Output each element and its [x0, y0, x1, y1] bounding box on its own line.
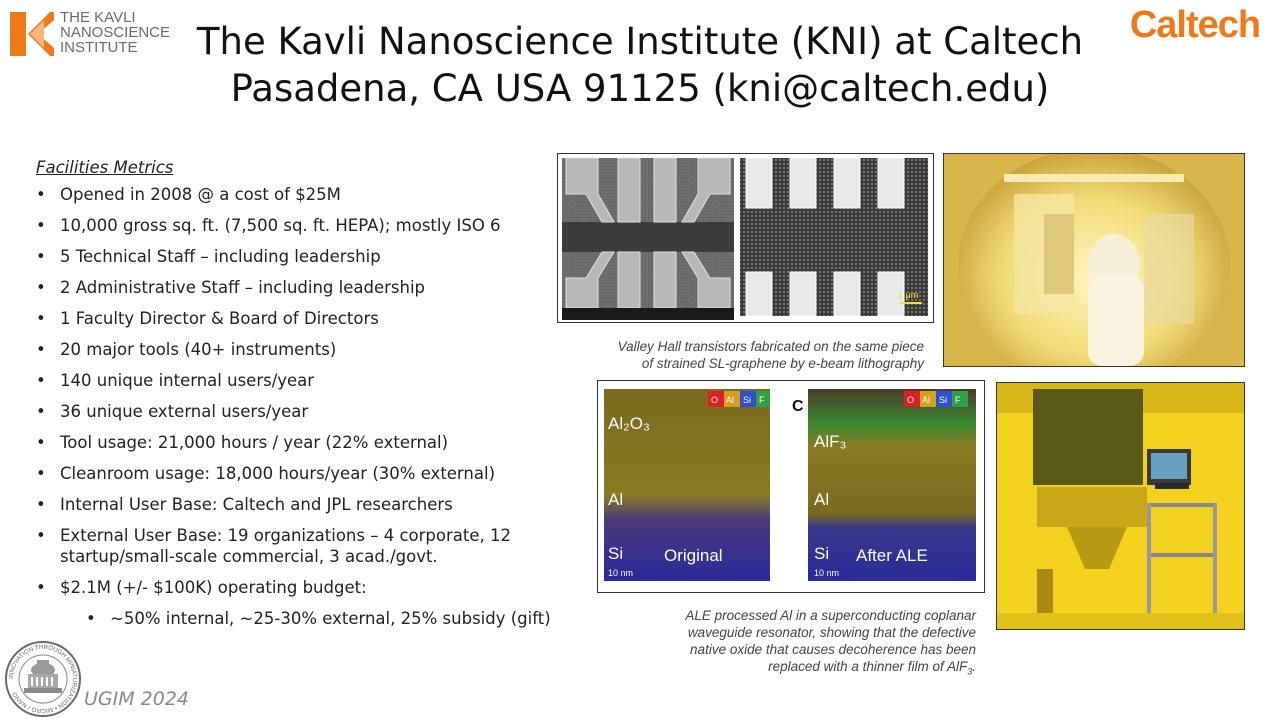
- scale-bar-label: 1 μm: [898, 290, 918, 300]
- list-item: Cleanroom usage: 18,000 hours/year (30% …: [36, 463, 556, 484]
- list-item: 36 unique external users/year: [36, 401, 556, 422]
- label-al-right: Al: [814, 490, 829, 509]
- list-item: $2.1M (+/- $100K) operating budget:: [36, 577, 556, 598]
- scale-left: 10 nm: [608, 568, 633, 578]
- scale-right: 10 nm: [814, 568, 839, 578]
- svg-text:F: F: [955, 395, 961, 405]
- list-item: Opened in 2008 @ a cost of $25M: [36, 184, 556, 205]
- svg-text:O: O: [907, 395, 914, 405]
- cleanroom-image: [944, 148, 1244, 384]
- ugim-seal: INNOVATION THROUGH MINIATURIZATION • MIC…: [4, 640, 82, 718]
- list-item: External User Base: 19 organizations – 4…: [36, 525, 556, 567]
- label-alf3: AlF₃: [814, 432, 846, 451]
- list-item: 1 Faculty Director & Board of Directors: [36, 308, 556, 329]
- caltech-logo: Caltech: [1129, 4, 1261, 46]
- eds-map-figure: C O Al Si F O Al Si F Al₂O₃ Al Si Origin…: [597, 380, 985, 593]
- svg-text:Si: Si: [743, 395, 751, 405]
- metrics-heading: Facilities Metrics: [36, 158, 174, 177]
- facilities-metrics: Facilities Metrics Opened in 2008 @ a co…: [36, 158, 556, 639]
- capitol-seal-icon: INNOVATION THROUGH MINIATURIZATION • MIC…: [5, 641, 81, 717]
- title-line-1: The Kavli Nanoscience Institute (KNI) at…: [196, 20, 1084, 63]
- sem-transistor-figure: 1 μm: [557, 153, 934, 323]
- label-si-right: Si: [814, 544, 829, 563]
- list-item: 140 unique internal users/year: [36, 370, 556, 391]
- kavli-logo: THE KAVLI NANOSCIENCE INSTITUTE: [10, 10, 175, 64]
- list-item: Tool usage: 21,000 hours / year (22% ext…: [36, 432, 556, 453]
- page-title: The Kavli Nanoscience Institute (KNI) at…: [150, 18, 1130, 112]
- list-item: 5 Technical Staff – including leadership: [36, 246, 556, 267]
- ale-tool-photo: [996, 382, 1245, 630]
- sem-caption: Valley Hall transistors fabricated on th…: [617, 339, 924, 371]
- kavli-logo-text: THE KAVLI NANOSCIENCE INSTITUTE: [60, 9, 171, 56]
- title-line-2: Pasadena, CA USA 91125 (kni@caltech.edu): [230, 67, 1050, 110]
- label-al: Al: [608, 490, 623, 509]
- svg-text:O: O: [711, 395, 718, 405]
- list-item: 10,000 gross sq. ft. (7,500 sq. ft. HEPA…: [36, 215, 556, 236]
- eds-maps: C O Al Si F O Al Si F Al₂O₃ Al Si Origin…: [604, 389, 976, 581]
- ugim-footer: UGIM 2024: [84, 688, 190, 710]
- list-item: 20 major tools (40+ instruments): [36, 339, 556, 360]
- metrics-list: Opened in 2008 @ a cost of $25M 10,000 g…: [36, 184, 556, 629]
- label-si: Si: [608, 544, 623, 563]
- scale-bar: [900, 302, 922, 304]
- label-original: Original: [664, 546, 723, 565]
- list-item: Internal User Base: Caltech and JPL rese…: [36, 494, 556, 515]
- list-sub-item: ~50% internal, ~25-30% external, 25% sub…: [36, 608, 556, 629]
- svg-text:Si: Si: [939, 395, 947, 405]
- ale-caption: ALE processed Al in a superconducting co…: [685, 608, 976, 677]
- svg-text:F: F: [759, 395, 765, 405]
- list-item: 2 Administrative Staff – including leade…: [36, 277, 556, 298]
- sem-image: 1 μm: [562, 157, 928, 320]
- label-after-ale: After ALE: [856, 546, 928, 565]
- cleanroom-photo: [943, 148, 1245, 384]
- ale-tool-image: [997, 383, 1244, 629]
- kavli-k-icon: [10, 12, 54, 56]
- eds-legend-right: O Al Si F: [904, 391, 968, 407]
- svg-text:Al: Al: [922, 395, 930, 405]
- svg-text:Al: Al: [726, 395, 734, 405]
- label-al2o3: Al₂O₃: [608, 414, 650, 433]
- eds-legend-left: O Al Si F: [708, 391, 770, 407]
- panel-label: C: [792, 398, 804, 415]
